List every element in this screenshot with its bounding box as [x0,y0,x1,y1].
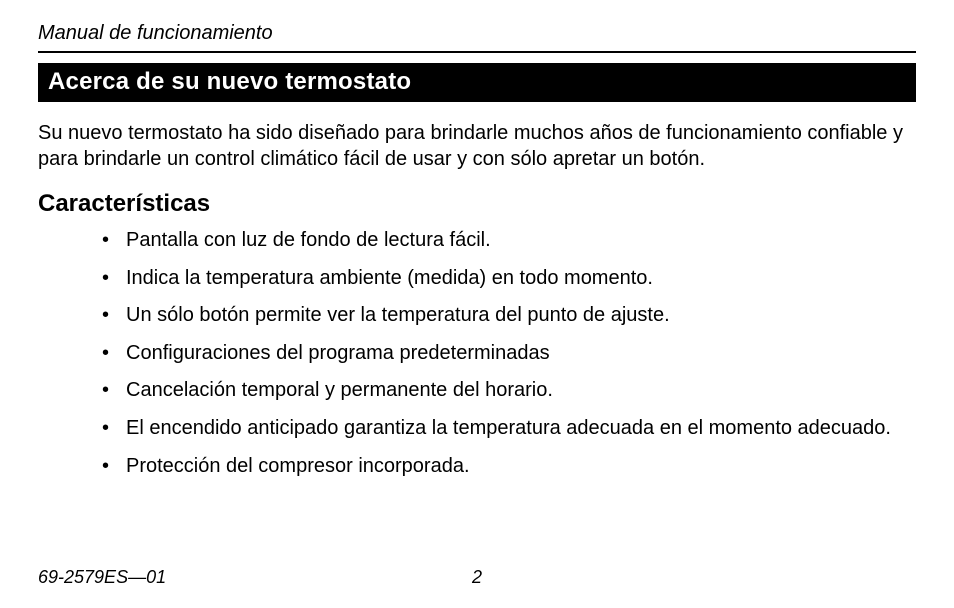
feature-item: El encendido anticipado garantiza la tem… [102,416,916,442]
features-list: Pantalla con luz de fondo de lectura fác… [38,228,916,479]
features-heading: Características [38,190,916,218]
page-number: 2 [38,567,916,588]
intro-paragraph: Su nuevo termostato ha sido diseñado par… [38,120,916,172]
header-rule [38,51,916,53]
page-footer: 2 69-2579ES—01 [38,567,916,588]
feature-item: Protección del compresor incorporada. [102,454,916,480]
feature-item: Un sólo botón permite ver la temperatura… [102,303,916,329]
feature-item: Configuraciones del programa predetermin… [102,341,916,367]
section-title-bar: Acerca de su nuevo termostato [38,63,916,102]
feature-item: Pantalla con luz de fondo de lectura fác… [102,228,916,254]
feature-item: Cancelación temporal y permanente del ho… [102,378,916,404]
feature-item: Indica la temperatura ambiente (medida) … [102,266,916,292]
page-header: Manual de funcionamiento [38,22,916,45]
manual-page: Manual de funcionamiento Acerca de su nu… [0,0,954,608]
